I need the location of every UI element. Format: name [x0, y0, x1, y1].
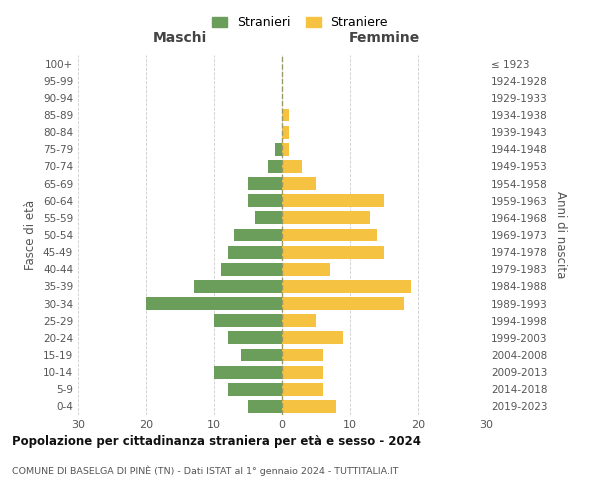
Bar: [282, 314, 316, 327]
Bar: [248, 400, 282, 413]
Bar: [221, 263, 282, 276]
Bar: [275, 143, 282, 156]
Bar: [282, 246, 384, 258]
Bar: [282, 212, 370, 224]
Bar: [241, 348, 282, 362]
Bar: [214, 314, 282, 327]
Legend: Stranieri, Straniere: Stranieri, Straniere: [207, 11, 393, 34]
Bar: [227, 383, 282, 396]
Bar: [282, 143, 289, 156]
Bar: [227, 246, 282, 258]
Bar: [235, 228, 282, 241]
Bar: [282, 194, 384, 207]
Bar: [282, 280, 411, 293]
Text: Popolazione per cittadinanza straniera per età e sesso - 2024: Popolazione per cittadinanza straniera p…: [12, 435, 421, 448]
Text: COMUNE DI BASELGA DI PINÈ (TN) - Dati ISTAT al 1° gennaio 2024 - TUTTITALIA.IT: COMUNE DI BASELGA DI PINÈ (TN) - Dati IS…: [12, 465, 398, 475]
Bar: [248, 177, 282, 190]
Bar: [282, 108, 289, 122]
Bar: [227, 332, 282, 344]
Bar: [282, 126, 289, 138]
Y-axis label: Anni di nascita: Anni di nascita: [554, 192, 567, 278]
Y-axis label: Fasce di età: Fasce di età: [25, 200, 37, 270]
Bar: [282, 400, 337, 413]
Bar: [255, 212, 282, 224]
Bar: [282, 383, 323, 396]
Bar: [146, 297, 282, 310]
Bar: [268, 160, 282, 173]
Bar: [282, 228, 377, 241]
Text: Femmine: Femmine: [349, 30, 419, 44]
Text: Maschi: Maschi: [153, 30, 207, 44]
Bar: [282, 348, 323, 362]
Bar: [282, 177, 316, 190]
Bar: [282, 160, 302, 173]
Bar: [248, 194, 282, 207]
Bar: [214, 366, 282, 378]
Bar: [282, 366, 323, 378]
Bar: [282, 263, 329, 276]
Bar: [194, 280, 282, 293]
Bar: [282, 332, 343, 344]
Bar: [282, 297, 404, 310]
